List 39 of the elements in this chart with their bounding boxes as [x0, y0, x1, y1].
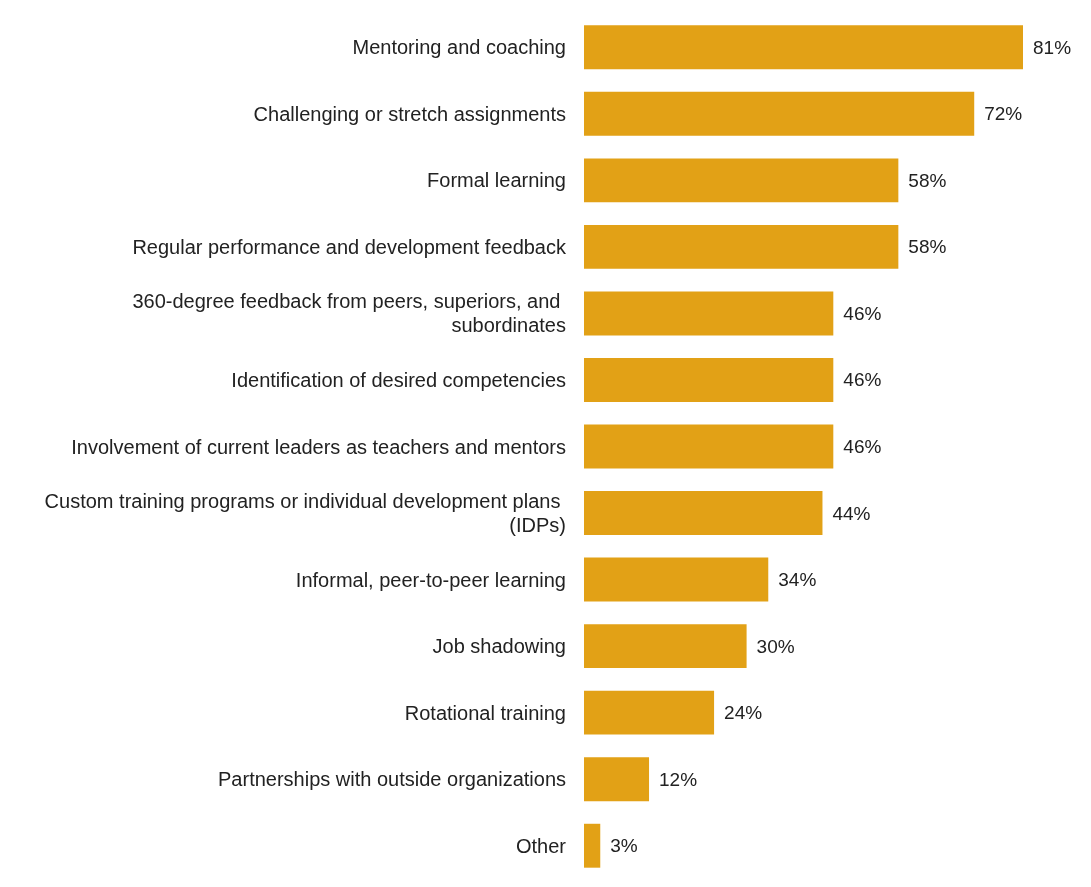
bar: [584, 690, 715, 735]
y-tick-label: Formal learning: [427, 169, 566, 192]
data-label: 24%: [724, 702, 763, 724]
data-label: 34%: [778, 569, 817, 591]
bar: [584, 424, 834, 469]
data-label: 12%: [659, 768, 698, 790]
y-tick-label: Regular performance and development feedback: [132, 235, 567, 258]
y-tick-label: Mentoring and coaching: [352, 36, 566, 59]
y-tick-label: Partnerships with outside organizations: [218, 768, 566, 791]
data-label: 72%: [984, 103, 1023, 125]
y-tick-label: Job shadowing: [432, 635, 566, 658]
y-tick-label: Informal, peer-to-peer learning: [295, 568, 566, 591]
y-tick-label: Rotational training: [404, 701, 566, 724]
y-tick-label: Custom training programs or individual development plans (IDPs): [44, 490, 566, 537]
data-label: 44%: [832, 502, 871, 524]
bar: [584, 358, 834, 402]
data-label: 46%: [843, 436, 882, 457]
y-tick-label: 360-degree feedback from peers, superiors, and subordinates: [132, 290, 566, 337]
bar: [584, 224, 899, 269]
data-label: 3%: [610, 835, 638, 857]
data-label: 46%: [843, 302, 882, 324]
bar: [584, 557, 769, 602]
y-tick-label: Identification of desired competencies: [231, 368, 566, 391]
data-label: 30%: [756, 635, 795, 657]
y-tick-label: Other: [515, 834, 567, 857]
y-tick-label: Involvement of current leaders as teachers and mentors: [71, 435, 566, 458]
bar: [584, 291, 834, 336]
bar: [584, 91, 975, 136]
data-label: 58%: [908, 236, 947, 258]
bar: [584, 491, 823, 535]
bar: [584, 158, 899, 203]
bar: [584, 25, 1023, 70]
y-tick-label: Challenging or stretch assignments: [253, 102, 566, 125]
data-label: 58%: [908, 169, 947, 191]
bar: [584, 757, 650, 802]
data-label: 46%: [843, 369, 882, 391]
bar: [584, 823, 601, 868]
data-label: 81%: [1033, 36, 1072, 58]
bar: [584, 624, 747, 669]
